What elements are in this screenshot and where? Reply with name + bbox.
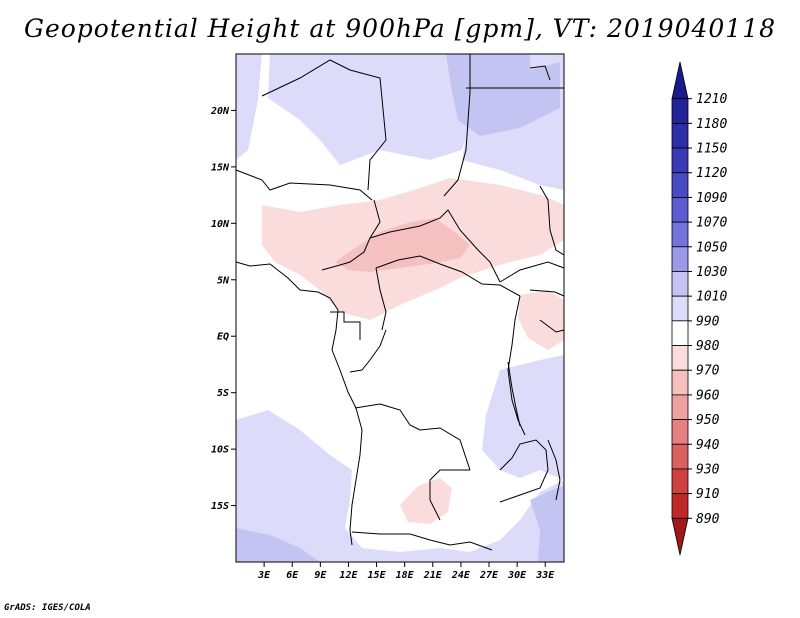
colorbar-level-label: 1210	[696, 92, 727, 107]
lon-tick-label: 18E	[396, 570, 415, 581]
colorbar-level-label: 970	[696, 364, 720, 379]
height-area-1030-southwest	[236, 410, 564, 562]
colorbar-swatch	[671, 295, 689, 322]
lat-tick-label: 20N	[210, 106, 230, 117]
chart-title: Geopotential Height at 900hPa [gpm], VT:…	[23, 14, 777, 43]
colorbar-swatch	[671, 61, 689, 100]
boundary-lake-malawi	[547, 439, 561, 501]
boundary-mali-niger	[235, 169, 373, 201]
boundary-zambia-east	[499, 439, 549, 503]
colorbar-level-label: 1030	[696, 265, 727, 280]
boundaries-layer	[235, 54, 565, 551]
lon-tick-label: 9E	[314, 570, 327, 581]
colorbar-level-label: 980	[696, 339, 720, 354]
boundary-drc-west	[349, 329, 387, 373]
lon-tick-label: 24E	[451, 570, 471, 581]
shading-layer	[236, 54, 564, 562]
colorbar-swatch	[671, 147, 689, 174]
colorbar-swatch	[671, 394, 689, 420]
lon-tick-label: 30E	[507, 570, 527, 581]
height-area-1030-west	[236, 54, 262, 160]
colorbar-level-label: 1180	[696, 117, 727, 132]
colorbar-level-label: 910	[696, 487, 720, 502]
lat-tick-label: 15N	[211, 162, 230, 173]
lon-tick-label: 3E	[257, 570, 271, 581]
lat-tick-label: 5N	[217, 275, 230, 286]
lat-tick-label: 10N	[211, 219, 230, 230]
colorbar-level-label: 960	[696, 388, 720, 403]
colorbar-swatch	[671, 493, 689, 519]
boundary-libya-egypt	[443, 54, 471, 197]
colorbar-swatch	[671, 320, 689, 346]
boundary-ethiopia	[539, 185, 565, 256]
colorbar-swatch	[671, 517, 689, 556]
height-area-1050-southwest	[236, 528, 320, 562]
grads-credit: GrADS: IGES/COLA	[4, 603, 91, 613]
height-area-980-south	[400, 478, 452, 524]
lat-tick-label: 15S	[211, 501, 229, 512]
colorbar-swatch	[671, 443, 689, 470]
colorbar-level-label: 890	[696, 512, 720, 527]
colorbar-swatch	[671, 122, 689, 149]
boundary-namibia	[351, 531, 493, 551]
colorbar-level-label: 940	[696, 438, 720, 453]
colorbar-level-label: 1010	[696, 290, 727, 305]
lat-tick-label: EQ	[217, 332, 229, 343]
boundary-drc-east	[507, 295, 526, 436]
lat-tick-label: 5S	[217, 388, 229, 399]
height-area-970-core	[335, 218, 470, 272]
boundary-chad-car	[369, 209, 501, 283]
colorbar-swatch	[671, 345, 689, 371]
colorbar-level-label: 1120	[696, 166, 727, 181]
colorbar-level-label: 1050	[696, 240, 727, 255]
boundary-red-sea-coast	[529, 65, 551, 81]
boundary-angola-drc	[354, 403, 471, 471]
colorbar-swatch	[671, 197, 689, 223]
lon-tick-label: 21E	[423, 570, 443, 581]
coastline-west-africa	[235, 261, 363, 546]
lon-tick-label: 12E	[339, 570, 358, 581]
boundary-algeria-niger	[261, 59, 387, 191]
height-area-980-east	[518, 290, 564, 350]
colorbar-swatch	[671, 419, 689, 445]
colorbar-swatch	[671, 369, 689, 396]
boundary-lake-tanganyika	[507, 361, 521, 427]
boundary-angola-zambia	[429, 469, 470, 521]
lon-tick-label: 27E	[479, 570, 499, 581]
height-area-1050-northeast	[446, 54, 560, 136]
colorbar-swatch	[671, 98, 689, 124]
height-area-1030-southeast	[482, 355, 564, 480]
boundary-cameroon-congo	[375, 267, 387, 331]
map-frame	[235, 53, 565, 563]
colorbar-level-label: 990	[696, 314, 720, 329]
colorbar-level-label: 1070	[696, 216, 727, 231]
height-area-1030-north	[268, 54, 480, 165]
height-area-1050-southeast	[530, 486, 564, 562]
longitude-axis: 3E 6E 9E 12E 15E 18E 21E 24E 27E 30E 33E	[257, 562, 555, 581]
colorbar-swatch	[671, 271, 689, 297]
colorbar-swatch	[671, 246, 689, 272]
colorbar-level-label: 930	[696, 462, 720, 477]
boundary-car-drc	[375, 255, 521, 297]
lon-tick-label: 15E	[368, 570, 387, 581]
boundary-south-sudan	[499, 261, 565, 283]
colorbar-swatch	[671, 468, 689, 495]
lat-tick-label: 10S	[211, 445, 229, 456]
lon-tick-label: 6E	[286, 570, 299, 581]
colorbar-swatch	[671, 172, 689, 198]
colorbar-swatch	[671, 221, 689, 248]
colorbar-level-label: 950	[696, 413, 720, 428]
boundary-uganda-kenya	[529, 289, 565, 333]
boundary-gabon	[330, 311, 361, 340]
colorbar-level-label: 1150	[696, 142, 727, 157]
boundary-nigeria-cameroon	[321, 199, 381, 271]
colorbar-level-label: 1090	[696, 191, 727, 206]
latitude-axis: 20N 15N 10N 5N EQ 5S 10S 15S	[210, 106, 236, 512]
lon-tick-label: 33E	[535, 570, 555, 581]
colorbar: 1210 1180 1150 1120 1090 1070 1050 1030 1010 990 9…	[671, 61, 727, 556]
